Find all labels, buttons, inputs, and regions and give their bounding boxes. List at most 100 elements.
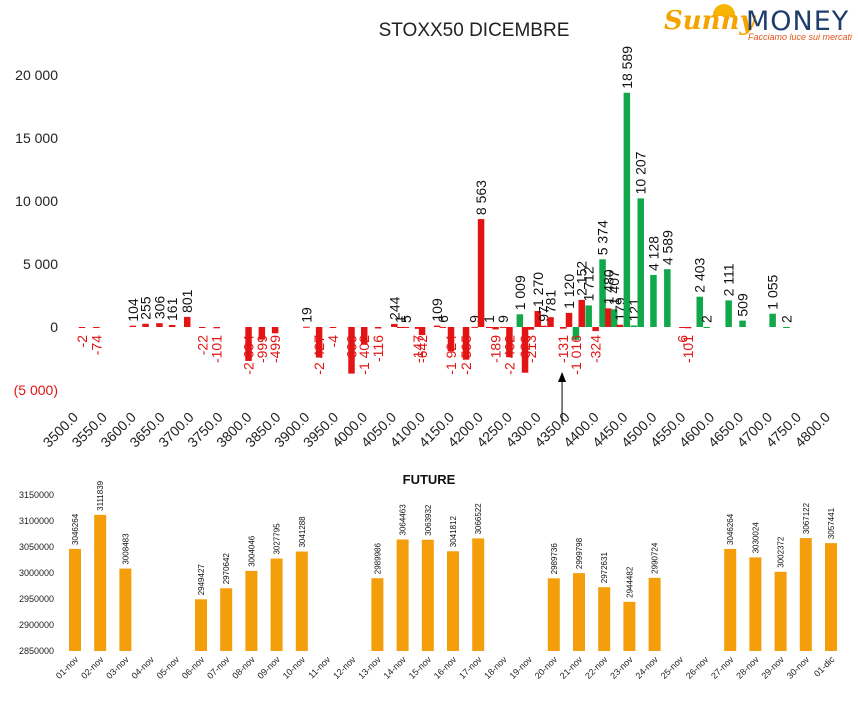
future-bar: [749, 557, 762, 651]
bar-value-label: -116: [370, 335, 386, 362]
bar: [183, 316, 191, 327]
future-x-tick-label: 05-nov: [155, 654, 182, 681]
future-y-tick-label: 2850000: [19, 646, 54, 656]
future-bar: [69, 548, 81, 651]
bar: [547, 317, 554, 327]
bar-value-label: -2 595: [458, 335, 474, 375]
bar-value-label: 8 563: [473, 180, 489, 215]
future-x-tick-label: 26-nov: [684, 654, 711, 681]
bar: [374, 327, 382, 329]
price-marker-arrow-icon: [558, 372, 567, 382]
bar: [527, 327, 535, 330]
future-x-tick-label: 15-nov: [407, 654, 434, 681]
future-bar-value-label: 3046264: [726, 513, 735, 545]
logo-word-sunny: Sunny: [664, 6, 755, 36]
future-x-tick-label: 24-nov: [633, 654, 660, 681]
future-bar: [447, 551, 459, 651]
future-bar: [472, 538, 485, 651]
future-bar: [421, 539, 434, 651]
bar: [506, 327, 513, 358]
bar-value-label: 1: [481, 315, 497, 323]
bar: [396, 326, 404, 328]
bar: [696, 296, 703, 327]
bar: [433, 325, 441, 327]
future-bar-value-label: 2989986: [373, 543, 382, 575]
future-bar: [396, 539, 409, 651]
logo-word-money: MONEY: [746, 6, 850, 37]
future-x-tick-label: 09-nov: [255, 654, 282, 681]
future-bar: [623, 601, 636, 651]
future-bar: [825, 543, 837, 651]
bar: [637, 198, 644, 327]
future-x-tick-label: 08-nov: [230, 654, 257, 681]
future-bar-value-label: 3046264: [71, 513, 80, 545]
bar-value-label: 306: [151, 296, 167, 320]
future-bar-value-label: 2944482: [625, 566, 634, 598]
future-bar-value-label: 3063932: [424, 504, 433, 536]
future-bar-value-label: 3002372: [777, 536, 786, 568]
future-x-tick-label: 20-nov: [533, 654, 560, 681]
future-x-tick-label: 10-nov: [281, 654, 308, 681]
bar-value-label: 699: [344, 335, 360, 359]
bar: [156, 323, 163, 327]
future-bar-value-label: 3064463: [399, 504, 408, 536]
future-bar-value-label: 2999798: [575, 537, 584, 569]
bar-value-label: -1 016: [568, 335, 584, 375]
future-bar: [270, 558, 283, 651]
bar-value-label: 1 120: [561, 274, 577, 309]
bar: [769, 313, 776, 327]
bar-value-label: 9: [495, 315, 511, 323]
bar: [348, 327, 355, 374]
future-x-tick-label: 04-nov: [129, 654, 156, 681]
bar: [245, 327, 252, 361]
future-x-tick-label: 28-nov: [734, 654, 761, 681]
future-bar-value-label: 3041288: [298, 516, 307, 548]
future-x-tick-label: 01-nov: [54, 654, 81, 681]
future-x-tick-label: 23-nov: [608, 654, 635, 681]
bar: [462, 327, 470, 360]
bar: [605, 308, 612, 327]
future-x-tick-label: 03-nov: [104, 654, 131, 681]
future-y-tick-label: 3150000: [19, 490, 54, 500]
bar: [258, 327, 266, 340]
bar-value-label: -1 402: [356, 335, 372, 375]
future-bar: [245, 570, 258, 651]
bar: [414, 327, 422, 329]
bar: [303, 326, 310, 328]
bar-value-label: 109: [429, 298, 445, 322]
bar: [168, 324, 176, 327]
future-bar-value-label: 2990724: [651, 542, 660, 574]
bar: [703, 326, 710, 328]
future-bar: [573, 573, 585, 651]
bar: [329, 327, 337, 328]
bar: [599, 259, 606, 327]
bar-value-label: 801: [179, 289, 195, 313]
future-x-tick-label: 21-nov: [558, 654, 585, 681]
bar-value-label: 18 589: [619, 46, 635, 89]
future-bar: [94, 514, 107, 651]
logo-tagline: Facciamo luce sui mercati: [748, 32, 853, 42]
bar-value-label: 2: [779, 315, 795, 323]
bar-value-label: -22: [194, 335, 210, 355]
future-chart-title: FUTURE: [403, 472, 456, 487]
bar: [477, 219, 485, 327]
future-bar: [220, 588, 233, 651]
future-x-tick-label: 12-nov: [331, 654, 358, 681]
bar-value-label: 1 055: [765, 274, 781, 309]
future-x-tick-label: 25-nov: [659, 654, 686, 681]
bar-value-label: 1 407: [606, 270, 622, 305]
bar: [725, 300, 732, 327]
future-x-tick-label: 17-nov: [457, 654, 484, 681]
bar: [592, 327, 599, 332]
bar-value-label: 1 712: [581, 266, 597, 301]
bar-value-label: 781: [542, 290, 558, 314]
y-tick-label: 0: [50, 319, 58, 335]
future-bar-value-label: 2970642: [222, 553, 231, 585]
bar: [616, 324, 624, 327]
future-bar-value-label: 3004046: [247, 535, 256, 567]
bar-value-label: 104: [125, 298, 141, 322]
bar: [213, 327, 220, 329]
future-x-tick-label: 16-nov: [432, 654, 459, 681]
bar: [572, 327, 580, 340]
bar-value-label: 2 152: [574, 261, 590, 296]
